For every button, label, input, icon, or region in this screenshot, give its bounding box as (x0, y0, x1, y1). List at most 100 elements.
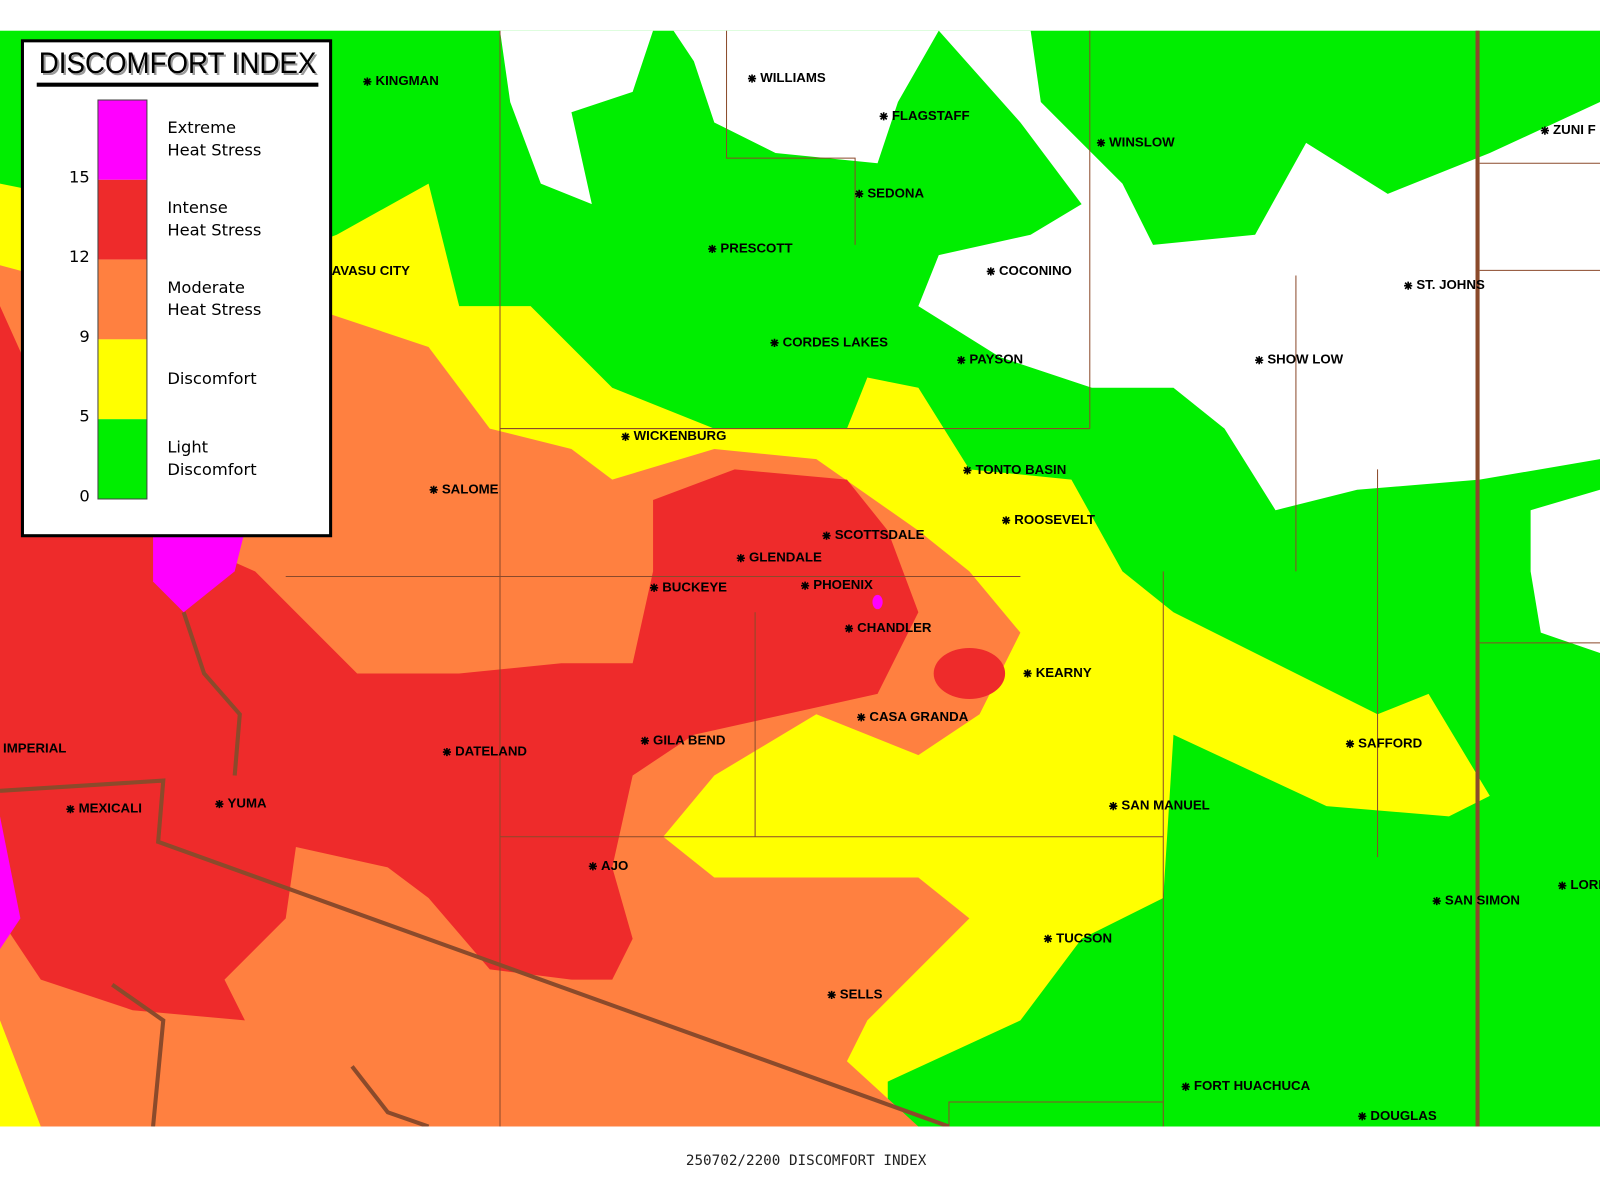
legend-title: DISCOMFORT INDEX (39, 47, 317, 80)
city-marker (1002, 516, 1011, 525)
legend-threshold: 5 (79, 407, 89, 426)
legend-swatch (97, 259, 147, 340)
city-label: SEDONA (867, 185, 924, 200)
legend-threshold: 12 (69, 247, 90, 266)
city-label: PHOENIX (813, 577, 873, 592)
city-marker (857, 713, 866, 722)
city-marker (986, 267, 995, 276)
city-label: AJO (601, 858, 628, 873)
legend-swatch (97, 100, 147, 180)
city-label: SELLS (840, 986, 883, 1001)
city-marker (1404, 281, 1413, 290)
city-label: ZUNI F (1553, 122, 1596, 137)
city-marker (1358, 1112, 1367, 1121)
legend-label: Extreme (167, 118, 236, 137)
city-marker (588, 862, 597, 871)
city-label: CHANDLER (857, 620, 932, 635)
city-label: ST. JOHNS (1416, 277, 1485, 292)
city-label: CASA GRANDA (869, 709, 968, 724)
city-marker (801, 581, 810, 590)
legend-label: Moderate (167, 278, 245, 297)
city-label: SALOME (442, 481, 499, 496)
legend-label: Discomfort (167, 369, 256, 388)
city-marker (1540, 126, 1549, 135)
legend-swatch (97, 339, 147, 420)
city-labels: KINGMAN WILLIAMS FLAGSTAFF WINSLOW ZUNI … (3, 70, 1600, 1123)
city-marker (827, 990, 836, 999)
city-marker (770, 338, 779, 347)
city-label: ROOSEVELT (1014, 512, 1095, 527)
legend-label: Heat Stress (167, 220, 261, 239)
legend-swatch (97, 419, 147, 499)
city-label: SAN SIMON (1445, 893, 1520, 908)
city-label: TUCSON (1056, 930, 1112, 945)
city-label: PRESCOTT (720, 240, 792, 255)
footer: 250702/2200 DISCOMFORT INDEX (686, 1153, 927, 1169)
city-label: COCONINO (999, 263, 1072, 278)
city-marker (747, 74, 757, 83)
city-label: SAFFORD (1358, 735, 1422, 750)
city-label: YUMA (228, 796, 267, 811)
city-label: KINGMAN (376, 73, 439, 88)
city-marker (215, 800, 224, 809)
legend-threshold: 9 (79, 327, 89, 346)
city-marker (1345, 739, 1355, 748)
legend-label: Discomfort (167, 460, 256, 479)
city-label: MEXICALI (79, 801, 142, 816)
legend-title-shadow: DISCOMFORT INDEX (41, 49, 319, 82)
city-marker (708, 244, 717, 254)
legend-label: Light (167, 437, 208, 456)
city-label: GLENDALE (749, 550, 822, 565)
city-label: FLAGSTAFF (892, 108, 970, 123)
city-label: WICKENBURG (634, 428, 727, 443)
legend-underline (36, 82, 319, 87)
city-marker (1255, 356, 1264, 365)
legend-label: Heat Stress (167, 141, 261, 160)
city-label: BUCKEYE (662, 579, 727, 594)
legend-threshold: 15 (69, 167, 90, 186)
city-marker (1181, 1082, 1190, 1091)
city-marker (621, 432, 630, 441)
city-label: IMPERIAL (3, 740, 66, 755)
city-label: WINSLOW (1109, 134, 1175, 149)
city-marker (855, 189, 864, 198)
city-label: DATELAND (455, 744, 527, 759)
city-marker (429, 485, 438, 494)
legend-bar-outline (97, 99, 148, 500)
city-marker (879, 112, 888, 121)
legend-label: Heat Stress (167, 300, 261, 319)
city-marker (650, 583, 659, 592)
city-label: KEARNY (1036, 665, 1092, 680)
city-marker (363, 77, 372, 86)
city-label: PAYSON (969, 352, 1023, 367)
city-marker (736, 554, 745, 563)
city-label: SAN MANUEL (1121, 798, 1209, 813)
city-label: WILLIAMS (760, 70, 826, 85)
legend: DISCOMFORT INDEX DISCOMFORT INDEX Extrem… (20, 39, 333, 538)
city-marker (1023, 669, 1032, 678)
city-marker (844, 624, 854, 633)
city-label: CORDES LAKES (783, 334, 888, 349)
city-label: TONTO BASIN (976, 462, 1067, 477)
city-label: SHOW LOW (1267, 352, 1343, 367)
city-marker (1558, 881, 1567, 890)
legend-box (20, 39, 333, 538)
city-label: AVASU CITY (332, 263, 410, 278)
city-label: FORT HUACHUCA (1194, 1078, 1311, 1093)
city-marker (66, 805, 75, 814)
city-marker (822, 531, 831, 540)
city-marker (640, 736, 649, 745)
city-marker (1096, 138, 1106, 147)
legend-swatch (97, 179, 147, 260)
city-label: LORI (1570, 877, 1600, 892)
city-marker (442, 747, 452, 757)
city-marker (1432, 896, 1441, 906)
city-marker (957, 356, 966, 365)
legend-threshold: 0 (79, 486, 89, 505)
city-label: DOUGLAS (1370, 1108, 1436, 1123)
city-label: GILA BEND (653, 732, 726, 747)
legend-label: Intense (167, 198, 227, 217)
city-marker (963, 466, 972, 475)
city-marker (1109, 802, 1118, 811)
